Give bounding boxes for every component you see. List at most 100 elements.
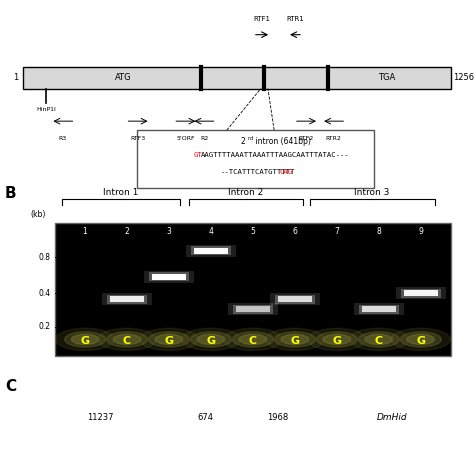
Text: 0.4: 0.4: [38, 289, 50, 298]
Circle shape: [197, 334, 225, 345]
Bar: [152, 273, 186, 280]
Text: G: G: [206, 336, 216, 346]
Text: 5: 5: [250, 227, 255, 236]
Bar: [270, 293, 320, 305]
Circle shape: [148, 332, 190, 347]
Circle shape: [401, 332, 441, 347]
Circle shape: [98, 328, 156, 350]
Text: 6: 6: [292, 227, 297, 236]
Circle shape: [265, 328, 325, 350]
Text: ATG: ATG: [115, 73, 132, 82]
Text: RTF2: RTF2: [299, 136, 314, 141]
Text: RTR2: RTR2: [326, 136, 342, 141]
Bar: [228, 303, 278, 315]
Text: G: G: [81, 336, 90, 346]
Bar: [191, 246, 231, 255]
Text: G: G: [416, 336, 425, 346]
Circle shape: [407, 334, 435, 345]
Text: 1256: 1256: [453, 73, 474, 82]
Bar: [362, 306, 396, 312]
Text: 1: 1: [82, 227, 87, 236]
Text: Intron 1: Intron 1: [103, 188, 139, 197]
Circle shape: [139, 328, 199, 350]
Circle shape: [64, 332, 106, 347]
Text: TGA: TGA: [379, 73, 396, 82]
Text: 0.2: 0.2: [38, 322, 50, 331]
Text: CAG: CAG: [279, 169, 292, 174]
Text: GT: GT: [194, 152, 202, 158]
Bar: [186, 245, 236, 256]
Circle shape: [191, 332, 231, 347]
Text: --TCATTTCATGTTTTT: --TCATTTCATGTTTTT: [221, 169, 295, 174]
Text: 7: 7: [335, 227, 339, 236]
Text: nd: nd: [247, 137, 254, 141]
Bar: [275, 295, 315, 304]
Text: 3: 3: [166, 227, 172, 236]
Text: Intron 2: Intron 2: [228, 188, 264, 197]
Text: R3: R3: [59, 136, 67, 141]
Circle shape: [113, 334, 141, 345]
Circle shape: [239, 334, 266, 345]
Circle shape: [349, 328, 409, 350]
Bar: [359, 305, 399, 314]
Circle shape: [365, 334, 392, 345]
Bar: [194, 247, 228, 254]
Text: 674: 674: [197, 413, 213, 421]
Bar: [396, 287, 446, 299]
Text: B: B: [5, 186, 17, 201]
Circle shape: [55, 328, 115, 350]
Bar: [149, 272, 189, 281]
Text: HinP1I: HinP1I: [36, 107, 56, 112]
Text: G: G: [332, 336, 341, 346]
Text: 1: 1: [13, 73, 18, 82]
Text: (kb): (kb): [30, 210, 46, 219]
Bar: [233, 305, 273, 314]
Circle shape: [182, 328, 240, 350]
Circle shape: [323, 334, 350, 345]
Text: intron (641bp): intron (641bp): [253, 137, 311, 146]
Text: 0.8: 0.8: [38, 253, 50, 262]
Text: C: C: [123, 336, 131, 346]
Circle shape: [155, 334, 182, 345]
Text: DmHid: DmHid: [376, 413, 407, 421]
Text: RTR1: RTR1: [286, 16, 304, 22]
Bar: [278, 296, 312, 302]
Bar: [55, 223, 451, 356]
Bar: [102, 293, 152, 305]
Text: 5'ORF: 5'ORF: [176, 136, 195, 141]
Text: Intron 3: Intron 3: [354, 188, 389, 197]
Bar: [110, 296, 144, 302]
Text: 1968: 1968: [267, 413, 289, 421]
Bar: [401, 289, 441, 298]
Bar: [354, 303, 404, 315]
Text: C: C: [5, 379, 16, 394]
Circle shape: [223, 328, 283, 350]
Text: C: C: [249, 336, 257, 346]
Circle shape: [316, 332, 357, 347]
Bar: [404, 290, 438, 296]
Circle shape: [107, 332, 147, 347]
Text: 2: 2: [125, 227, 129, 236]
Circle shape: [232, 332, 273, 347]
Circle shape: [307, 328, 366, 350]
Circle shape: [281, 334, 309, 345]
Text: 2: 2: [240, 137, 245, 146]
Bar: [144, 271, 194, 283]
Circle shape: [274, 332, 315, 347]
Text: RTF1: RTF1: [254, 16, 271, 22]
Text: C: C: [375, 336, 383, 346]
Text: G: G: [291, 336, 300, 346]
Text: 11237: 11237: [87, 413, 114, 421]
Bar: [236, 306, 270, 312]
Text: RTF3: RTF3: [130, 136, 146, 141]
Circle shape: [391, 328, 450, 350]
Text: R2: R2: [200, 136, 208, 141]
Text: 8: 8: [376, 227, 381, 236]
Text: 4: 4: [209, 227, 213, 236]
Bar: [137, 130, 374, 188]
Circle shape: [358, 332, 399, 347]
Text: 9: 9: [419, 227, 423, 236]
Bar: [23, 67, 451, 89]
Text: G: G: [164, 336, 173, 346]
Bar: [107, 295, 147, 304]
